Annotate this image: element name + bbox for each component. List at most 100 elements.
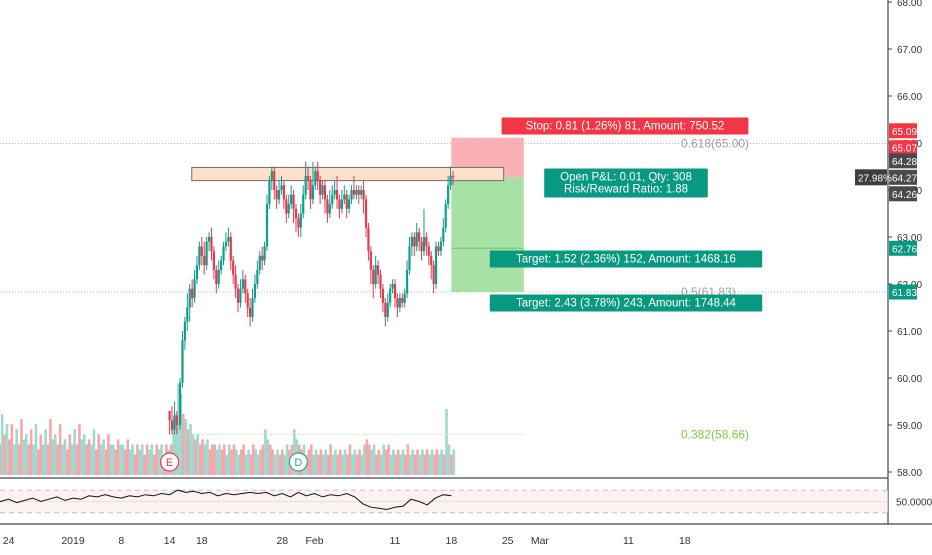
volume-bar [46,444,50,475]
volume-bar [8,439,11,475]
volume-bar [423,454,427,475]
candle-body [321,185,324,195]
pnl-label-bg [544,168,708,198]
candle-body [430,255,433,266]
volume-bar [334,449,337,475]
time-tick-label: 25 [502,535,514,547]
candle-body [355,190,358,195]
volume-bar [37,449,40,475]
volume-bar [399,454,402,475]
candle-body [203,255,206,266]
volume-bar [387,444,390,475]
candle-body [285,199,288,214]
candle-body [275,190,278,200]
volume-bar [126,439,130,475]
volume-bar [392,449,395,475]
percent-label: 27.98% [858,173,892,184]
target2-label-text: Target: 2.43 (3.78%) 243, Amount: 1748.4… [516,298,737,310]
volume-bar [148,449,151,475]
volume-bar [283,454,287,475]
volume-bar [177,383,180,475]
candle-body [188,288,191,308]
candle-body [439,241,442,252]
volume-bar [215,449,219,475]
volume-bar [278,454,282,475]
price-label: 65.07 [892,144,917,155]
volume-bar [329,444,332,475]
candle-body [338,199,341,209]
candle-body [232,260,235,275]
candle-body [290,194,293,205]
time-tick-label: 18 [446,535,458,547]
pnl-label-text: Open P&L: 0.01, Qty: 308 [560,172,692,184]
candle-body [374,265,377,284]
candle-body [403,293,406,303]
price-label: 65.09 [892,127,917,138]
candle-body [297,218,300,228]
volume-bar [370,449,373,475]
volume-bar [119,444,122,475]
time-tick-label: 11 [623,535,634,547]
candle-body [427,246,430,256]
volume-bar [155,444,159,475]
volume-bar [365,439,369,475]
volume-bar [41,444,45,475]
volume-bar [189,424,192,475]
volume-bar [196,434,200,475]
volume-bar [220,449,224,475]
candle-body [444,204,447,228]
candle-body [249,307,252,317]
volume-bar [198,444,202,475]
position-labels: Stop: 0.81 (1.26%) 81, Amount: 750.52 Ope… [489,117,763,312]
volume-bar [210,444,214,475]
resistance-zone[interactable] [191,166,505,182]
volume-bar [338,449,342,475]
event-letter: E [166,457,173,469]
volume-bar [396,449,400,475]
volume-bar [408,454,412,475]
volume-bar [322,454,325,475]
candle-body [236,288,240,303]
volume-bar [367,444,371,475]
candle-body [345,194,348,209]
candle-body [198,246,201,266]
candle-body [168,410,171,421]
position-tool[interactable] [451,137,524,292]
volume-bar [63,439,67,475]
candle-body [384,302,387,317]
volume-bar [68,434,72,475]
volume-bar [430,449,434,475]
price-tick-label: 63.00 [897,233,922,244]
time-tick-label: 28 [276,535,288,547]
volume-bar [128,449,132,475]
candle-body [241,279,244,289]
candlesticks [168,161,455,435]
volume-bar [32,444,35,475]
volume-bar [394,454,398,475]
time-tick-label: 14 [164,535,176,547]
candle-body [326,199,329,214]
candle-body [277,190,281,200]
volume-bar [201,439,204,475]
volume-bar [140,444,144,475]
volume-bar [70,444,74,475]
volume-bar [174,413,178,475]
volume-bar [266,439,270,475]
volume-bar [428,454,431,475]
volume-bar [111,444,115,475]
volume-bar [12,444,16,475]
candle-body [270,171,273,181]
candle-body [396,298,399,308]
candle-body [170,420,174,430]
volume-bar [78,424,81,475]
time-tick-label: Feb [305,535,323,547]
volume-bar [317,454,320,475]
candle-body [244,279,247,294]
price-tick-label: 60.00 [897,374,922,385]
volume-bar [249,454,253,475]
pnl-label-text: Risk/Reward Ratio: 1.88 [564,184,688,196]
